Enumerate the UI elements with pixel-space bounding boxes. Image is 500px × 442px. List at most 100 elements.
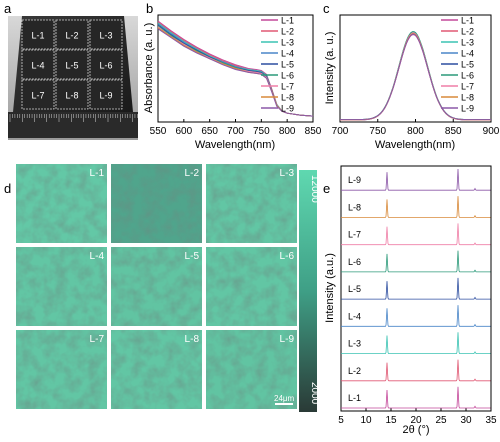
heatmap-tile-label: L-6 [280, 251, 295, 262]
legend-label: L-6 [461, 71, 474, 81]
xrd-plot-frame [340, 165, 492, 412]
xrd-ylabel: Intensity (a.u.) [324, 253, 336, 323]
absorbance-chart: Absorbance (a. u.) Wavelength(nm) 550 600… [143, 14, 322, 151]
photo-cell [89, 49, 123, 80]
photo-cell-label: L-1 [31, 31, 44, 41]
heatmap-tile-label: L-4 [90, 251, 105, 262]
xrd-stack-label: L-7 [348, 230, 361, 240]
photo-ruler [8, 112, 138, 138]
xrd-pattern-line [341, 359, 491, 382]
legend-label: L-5 [461, 60, 474, 70]
panel-letter-e: e [323, 181, 330, 196]
legend-label: L-4 [281, 49, 294, 59]
legend-label: L-7 [281, 82, 294, 92]
heatmap-tile-texture [16, 247, 107, 326]
xrd-pattern-line [341, 250, 491, 273]
heatmap-tile-texture [111, 164, 202, 243]
legend-label: L-2 [461, 27, 474, 37]
xrd-pattern-line [341, 332, 491, 355]
photo-sample-grid: L-1 L-2 L-3 L-4 L-5 L-6 L-7 L-8 L-9 [21, 19, 123, 110]
xrd-stack-label: L-8 [348, 202, 361, 212]
photo-cell [21, 49, 55, 80]
xrd-stack-label: L-1 [348, 393, 361, 403]
legend-label: L-9 [461, 104, 474, 114]
x-tick-label: 900 [483, 126, 500, 137]
heatmap-tile-texture [16, 330, 107, 409]
legend-label: L-7 [461, 82, 474, 92]
xrd-pattern-line [341, 223, 491, 246]
colorbar [299, 170, 317, 412]
panel-letter-d: d [4, 181, 11, 196]
heatmap-tile-label: L-1 [90, 168, 105, 179]
legend-label: L-1 [461, 16, 474, 26]
photo-cell-label: L-5 [65, 61, 78, 71]
xrd-pattern-line [341, 168, 491, 191]
heatmap-tile-texture [111, 330, 202, 409]
intensity-series-line [340, 33, 491, 121]
xrd-stack-label: L-2 [348, 366, 361, 376]
photo-cell-label: L-7 [31, 91, 44, 101]
photo-cell-label: L-9 [99, 91, 112, 101]
intensity-xlabel: Wavelength(nm) [375, 139, 455, 151]
x-tick-label: 850 [445, 126, 462, 137]
photo-cell-label: L-6 [99, 61, 112, 71]
intensity-ylabel: Intensity (a. u.) [324, 32, 336, 105]
heatmap-tile-texture [206, 164, 297, 243]
xrd-pattern-line [341, 277, 491, 300]
heatmap-tile-label: L-2 [185, 168, 200, 179]
xrd-stack-label: L-6 [348, 257, 361, 267]
xrd-stack-label: L-3 [348, 339, 361, 349]
heatmap-tile-label: L-9 [280, 334, 295, 345]
x-tick-label: 750 [369, 126, 386, 137]
heatmap-panel: L-1 L-2 L-3 L-4 L-5 L-6 L-7 L-8 L-9 12000 2000 2… [16, 164, 320, 412]
legend-label: L-5 [281, 60, 294, 70]
xrd-pattern-line [341, 196, 491, 218]
photo-cell [21, 79, 55, 110]
photo-cell [55, 79, 89, 110]
ruler-ticks [9, 114, 138, 122]
photo-cell-label: L-2 [65, 31, 78, 41]
photo-cell [55, 49, 89, 80]
panel-letter-b: b [146, 1, 153, 16]
x-tick-label: 25 [435, 415, 447, 426]
heatmap-tile-label: L-7 [90, 334, 105, 345]
x-tick-label: 600 [175, 126, 192, 137]
photo-cell [89, 19, 123, 50]
scale-bar-label: 24μm [274, 394, 295, 403]
x-tick-label: 800 [279, 126, 296, 137]
legend-label: L-3 [461, 38, 474, 48]
xrd-chart: Intensity (a.u.) 2θ (°) 5 10 15 20 25 30 35 L-… [324, 165, 497, 436]
absorbance-xlabel: Wavelength(nm) [195, 139, 275, 151]
legend-label: L-4 [461, 49, 474, 59]
photo-cell [21, 19, 55, 50]
legend-label: L-1 [281, 16, 294, 26]
absorbance-series-line [157, 28, 314, 117]
photo-cell-label: L-4 [31, 61, 44, 71]
x-tick-label: 550 [150, 126, 167, 137]
x-tick-label: 800 [407, 126, 424, 137]
x-tick-label: 20 [410, 415, 422, 426]
x-tick-label: 700 [227, 126, 244, 137]
x-tick-label: 10 [360, 415, 372, 426]
legend-label: L-8 [281, 93, 294, 103]
legend-label: L-2 [281, 27, 294, 37]
photo-panel: L-1 L-2 L-3 L-4 L-5 L-6 L-7 L-8 L-9 [8, 16, 138, 140]
x-tick-label: 15 [385, 415, 397, 426]
intensity-chart: Intensity (a. u.) Wavelength(nm) 700 750 8… [324, 14, 500, 151]
photo-cell-label: L-8 [65, 91, 78, 101]
heatmap-tile-label: L-5 [185, 251, 200, 262]
x-tick-label: 750 [253, 126, 270, 137]
heatmap-tile-texture [206, 247, 297, 326]
panel-letter-c: c [323, 1, 330, 16]
heatmap-tile-texture [206, 330, 297, 409]
xrd-xlabel: 2θ (°) [402, 424, 429, 436]
x-tick-label: 35 [485, 415, 497, 426]
photo-cell [89, 79, 123, 110]
xrd-pattern-line [341, 305, 491, 327]
x-tick-label: 30 [460, 415, 472, 426]
x-tick-label: 5 [338, 415, 344, 426]
xrd-stack-label: L-4 [348, 311, 361, 321]
xrd-stack-label: L-9 [348, 175, 361, 185]
colorbar-max-label: 12000 [309, 175, 320, 203]
